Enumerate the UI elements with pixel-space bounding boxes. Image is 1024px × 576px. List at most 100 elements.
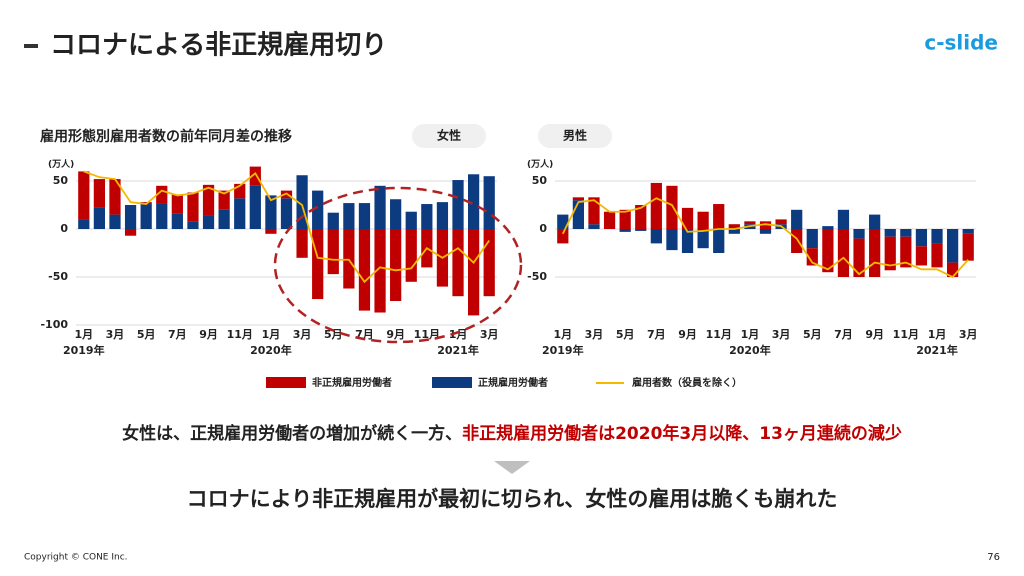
bar: [759, 229, 772, 234]
bar: [697, 211, 709, 229]
year-label: 2019年: [63, 343, 105, 357]
bar: [837, 209, 850, 229]
bar: [931, 229, 943, 244]
x-tick-label: 5月: [137, 328, 156, 341]
year-label: 2021年: [437, 343, 479, 357]
bar: [603, 211, 616, 229]
x-tick-label: 7月: [647, 328, 666, 341]
bar: [234, 183, 246, 199]
x-tick-label: 1月: [74, 328, 93, 341]
bar: [572, 197, 585, 201]
bar: [869, 229, 881, 277]
line: [83, 170, 490, 284]
line: [561, 197, 969, 279]
x-tick-label: 9月: [865, 328, 884, 341]
x-tick-label: 1月: [553, 328, 572, 341]
bar: [483, 229, 495, 297]
x-tick-label: 7月: [168, 328, 187, 341]
bar: [249, 166, 261, 186]
arrow: [494, 461, 530, 474]
logo: c-slide: [924, 31, 998, 55]
bar: [650, 229, 662, 244]
bar: [327, 229, 339, 275]
y-tick-label: -50: [48, 270, 68, 283]
bar: [171, 194, 183, 214]
bar: [265, 229, 277, 234]
message-highlight: 非正規雇用労働者は2020年3月以降、13ヶ月連続の減少: [462, 423, 902, 444]
bar: [791, 229, 803, 253]
year-label: 2020年: [729, 343, 771, 357]
tab: [538, 124, 612, 148]
x-tick-label: 3月: [772, 328, 791, 341]
bar: [744, 221, 756, 225]
copyright: Copyright © CONE Inc.: [24, 553, 128, 563]
bar: [713, 204, 725, 229]
bar: [405, 229, 417, 282]
bar: [249, 185, 261, 229]
x-tick-label: 3月: [480, 328, 499, 341]
x-tick-label: 3月: [959, 328, 978, 341]
bar: [78, 219, 90, 229]
bar: [405, 211, 417, 229]
x-tick-label: 5月: [803, 328, 822, 341]
bar: [915, 229, 928, 247]
bar: [187, 192, 199, 222]
bar: [619, 209, 631, 229]
bar: [343, 229, 355, 289]
bar: [452, 180, 464, 229]
bar: [296, 229, 308, 258]
legend-label: 雇用者数（役員を除く）: [632, 376, 742, 389]
y-tick-label: 50: [532, 174, 548, 187]
x-tick-label: 9月: [199, 328, 218, 341]
bar: [390, 229, 402, 301]
bar: [265, 195, 277, 229]
bar: [822, 229, 834, 273]
x-tick-label: 11月: [227, 328, 253, 341]
highlight-ellipse: [273, 186, 523, 344]
tab-label: 女性: [437, 128, 461, 143]
bar: [93, 207, 106, 229]
y-tick-label: 50: [53, 174, 69, 187]
bar: [962, 229, 974, 234]
bar: [635, 205, 647, 229]
bar: [931, 243, 943, 268]
bar: [109, 214, 121, 229]
bar: [650, 182, 662, 229]
bar: [109, 179, 121, 215]
bar: [156, 203, 168, 229]
bar: [681, 229, 694, 253]
bar: [588, 224, 600, 229]
bar: [915, 246, 928, 266]
bar: [124, 229, 137, 236]
x-tick-label: 1月: [928, 328, 947, 341]
bar: [436, 202, 449, 229]
bar: [946, 262, 959, 277]
tab: [412, 124, 486, 148]
bar: [171, 213, 183, 229]
y-tick-label: -100: [40, 318, 68, 331]
bar: [806, 248, 818, 266]
bar: [728, 224, 740, 229]
bar: [853, 238, 865, 277]
x-tick-label: 7月: [834, 328, 853, 341]
bar: [588, 197, 600, 225]
bar: [837, 229, 850, 277]
bar: [421, 204, 433, 229]
bar: [962, 233, 974, 261]
title-dash: [24, 44, 38, 48]
legend-label: 正規雇用労働者: [478, 376, 548, 389]
bar: [452, 229, 464, 297]
bar: [218, 209, 230, 229]
bar: [791, 209, 803, 229]
message-plain: 女性は、正規雇用労働者の増加が続く一方、: [122, 423, 462, 444]
legend-swatch: [266, 377, 306, 388]
y-axis-label: (万人): [527, 158, 553, 170]
bar: [296, 175, 308, 229]
bar: [312, 229, 324, 300]
x-tick-label: 3月: [293, 328, 312, 341]
bar: [853, 229, 865, 239]
x-tick-label: 9月: [678, 328, 697, 341]
bar: [93, 179, 106, 208]
bar: [572, 200, 585, 229]
